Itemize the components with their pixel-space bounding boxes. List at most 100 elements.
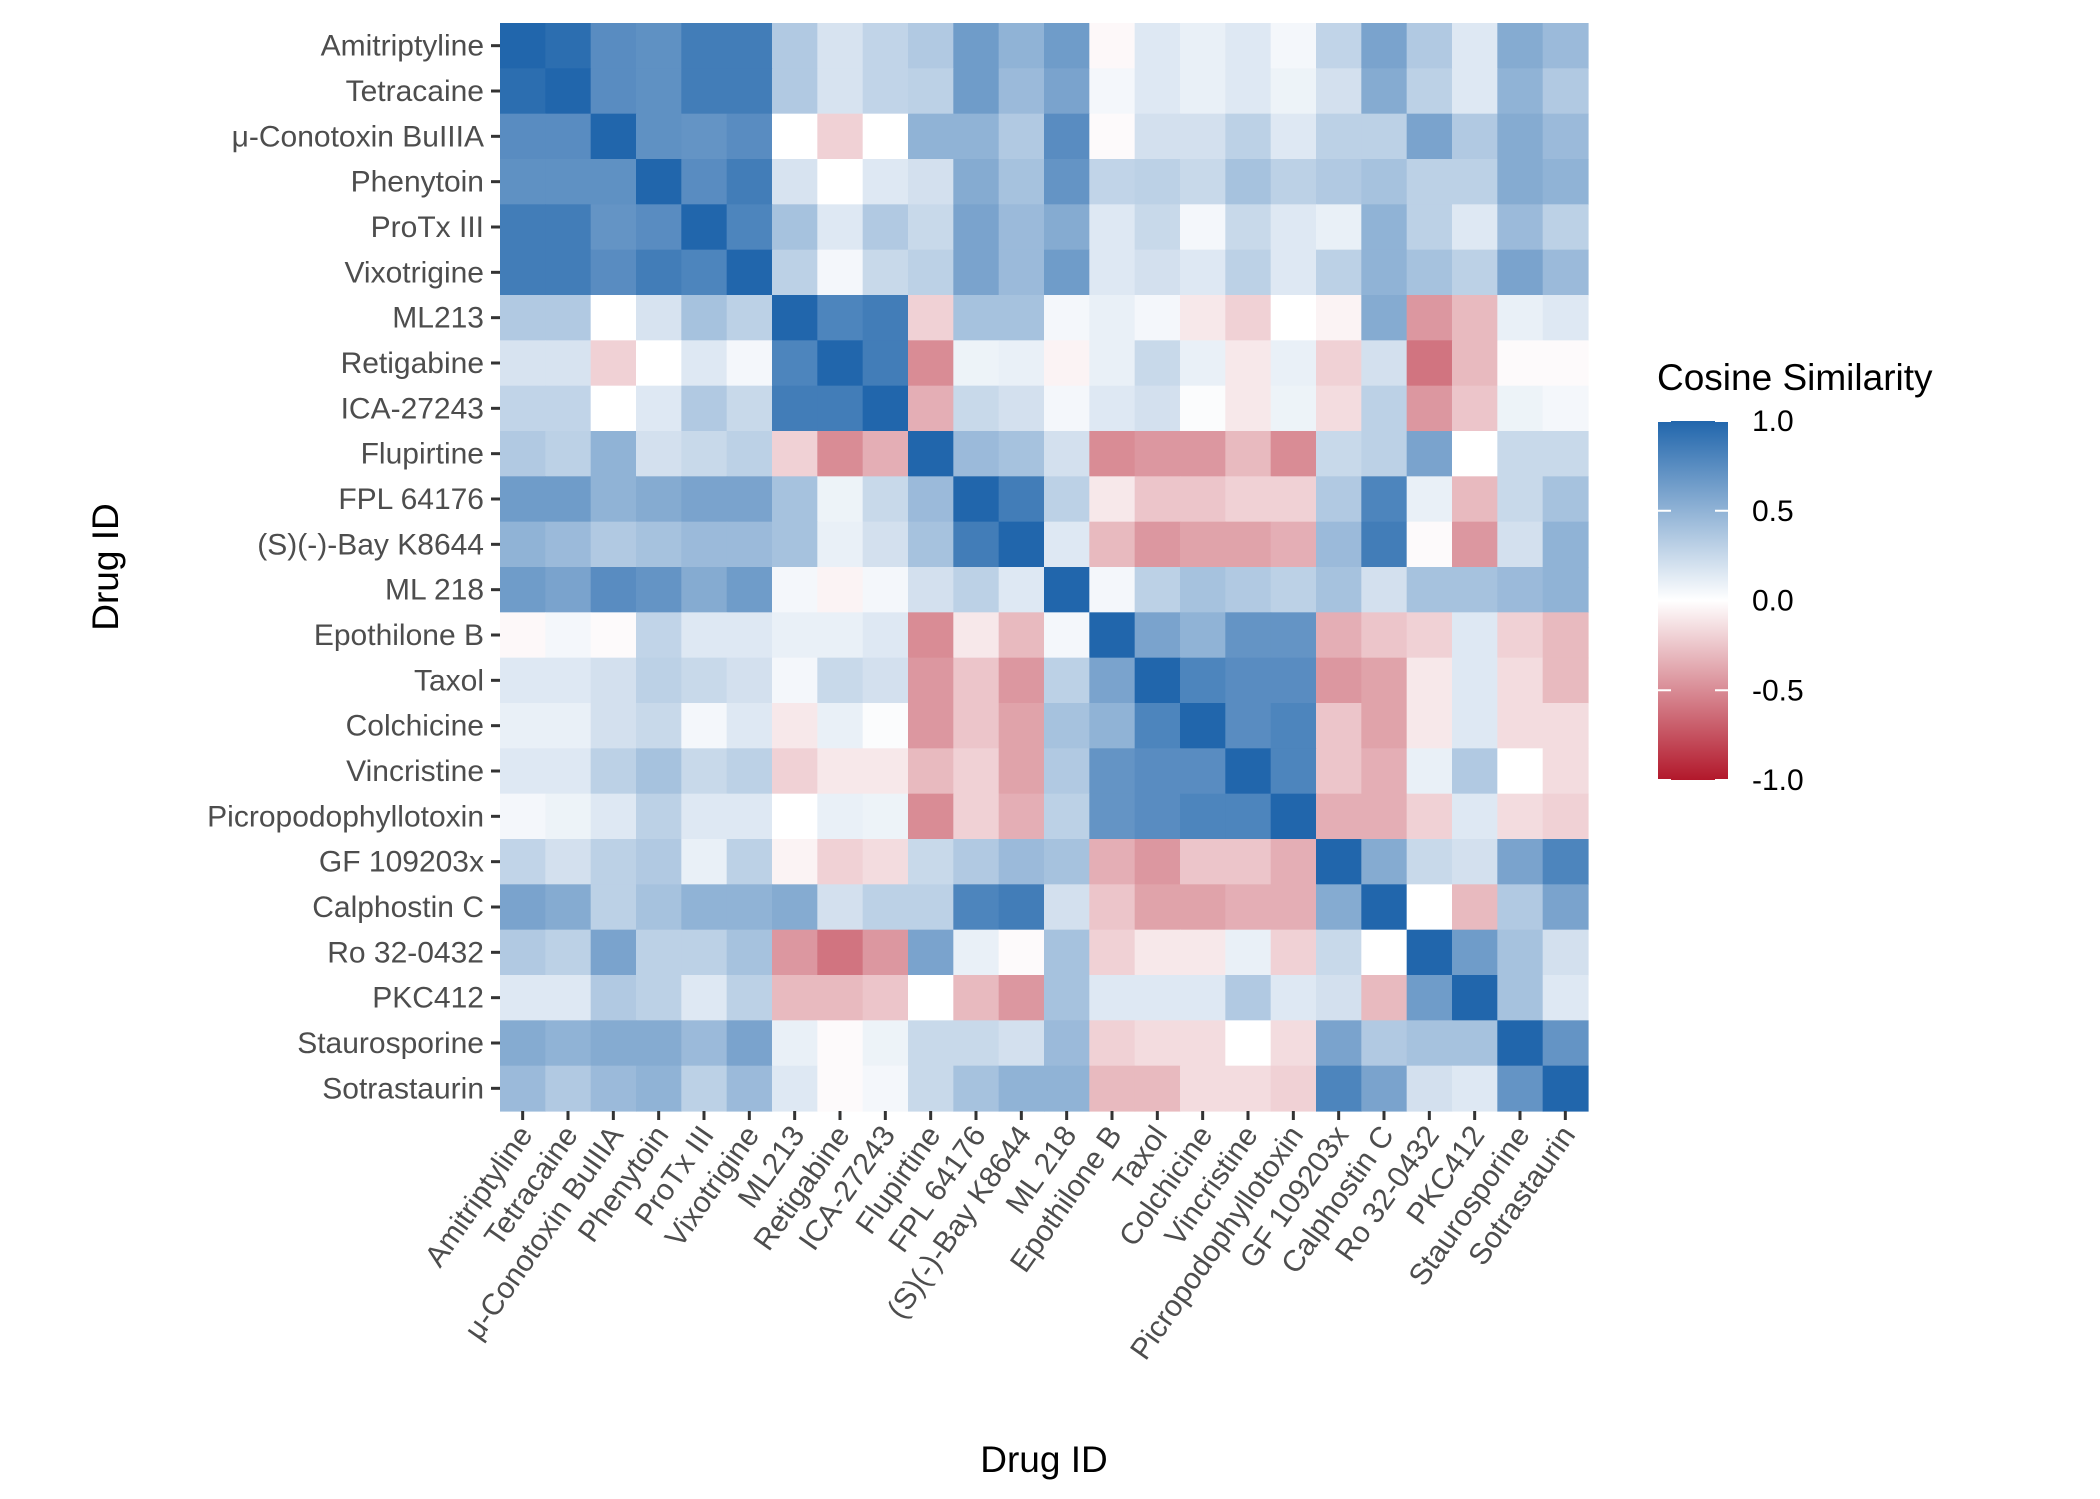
heatmap-cell [1406, 113, 1453, 160]
heatmap-cell [590, 295, 637, 341]
heatmap-cell [862, 567, 909, 613]
legend-title: Cosine Similarity [1657, 357, 1933, 398]
legend-tick-label: 0.0 [1752, 585, 1794, 618]
heatmap-cell [1270, 521, 1317, 568]
heatmap-cell [1044, 431, 1090, 477]
heatmap-cell [1497, 839, 1544, 885]
heatmap-cell [1044, 249, 1090, 296]
heatmap-cell [1089, 204, 1136, 251]
heatmap-cell [1542, 340, 1589, 387]
heatmap-cell [1270, 657, 1317, 704]
heatmap-cell [681, 657, 728, 704]
heatmap-cell [1089, 113, 1136, 160]
heatmap-cell [590, 385, 637, 432]
heatmap-cell [953, 521, 1000, 568]
heatmap-cell [1406, 839, 1453, 885]
heatmap-cell [726, 884, 773, 931]
heatmap-cell [1542, 68, 1589, 115]
heatmap-cell [1225, 1065, 1272, 1112]
heatmap-cell [1361, 204, 1408, 251]
heatmap-cell [772, 657, 818, 704]
heatmap-cell [1134, 975, 1181, 1021]
heatmap-cell [772, 839, 818, 885]
heatmap-cell [1134, 204, 1181, 251]
heatmap-cell [953, 612, 1000, 659]
heatmap-cell [681, 431, 728, 477]
heatmap-cell [1044, 1065, 1090, 1112]
heatmap-cell [1089, 295, 1136, 341]
heatmap-cell [545, 748, 592, 795]
heatmap-cell [590, 23, 637, 69]
heatmap-cell [1542, 884, 1589, 931]
y-tick-label: Phenytoin [351, 166, 484, 199]
heatmap-cell [726, 159, 773, 205]
heatmap-cell [726, 431, 773, 477]
heatmap-cell [636, 703, 682, 749]
heatmap-cell [1497, 567, 1544, 613]
heatmap-cell [726, 1020, 773, 1067]
heatmap-cell [998, 431, 1045, 477]
heatmap-cell [817, 476, 864, 523]
heatmap-cell [862, 113, 909, 160]
heatmap-cell [1316, 884, 1362, 931]
heatmap-cell [1270, 975, 1317, 1021]
heatmap-cell [636, 657, 682, 704]
heatmap-cell [1270, 385, 1317, 432]
heatmap-cell [1044, 1020, 1090, 1067]
heatmap-cell [1361, 703, 1408, 749]
heatmap-cell [953, 340, 1000, 387]
heatmap-cell [1316, 1020, 1362, 1067]
heatmap-cell [1270, 113, 1317, 160]
heatmap-cell [817, 567, 864, 613]
heatmap-cell [1452, 1020, 1498, 1067]
heatmap-cell [1406, 476, 1453, 523]
heatmap-cell [953, 385, 1000, 432]
heatmap-cell [1361, 975, 1408, 1021]
heatmap-cell [953, 113, 1000, 160]
heatmap-cell [1452, 204, 1498, 251]
heatmap-cell [545, 929, 592, 976]
heatmap-cell [908, 567, 954, 613]
heatmap-cell [817, 975, 864, 1021]
heatmap-cell [1270, 1020, 1317, 1067]
heatmap-cell [908, 657, 954, 704]
heatmap-cell [636, 249, 682, 296]
heatmap-cell [1542, 23, 1589, 69]
heatmap-cell [545, 340, 592, 387]
heatmap-cell [545, 204, 592, 251]
heatmap-cell [681, 793, 728, 840]
y-axis-ticks: Amitriptyline Tetracaine μ-Conotoxin BuIII… [207, 30, 500, 1105]
heatmap-cell [1452, 748, 1498, 795]
heatmap-cell [908, 703, 954, 749]
heatmap-cell [590, 748, 637, 795]
heatmap-cell [1089, 793, 1136, 840]
heatmap-cell [953, 884, 1000, 931]
heatmap-cell [1089, 839, 1136, 885]
heatmap-cell [726, 929, 773, 976]
heatmap-cell [1406, 295, 1453, 341]
heatmap-cell [726, 23, 773, 69]
heatmap-cell [1225, 703, 1272, 749]
heatmap-cell [908, 340, 954, 387]
heatmap-cell [545, 385, 592, 432]
heatmap-cell [1089, 68, 1136, 115]
heatmap-cell [817, 340, 864, 387]
heatmap-cell [681, 23, 728, 69]
heatmap-cell [908, 839, 954, 885]
heatmap-cell [1044, 793, 1090, 840]
heatmap-cell [1089, 884, 1136, 931]
heatmap-cell [1225, 521, 1272, 568]
heatmap-cell [908, 748, 954, 795]
heatmap-cell [1542, 431, 1589, 477]
heatmap-cell [908, 159, 954, 205]
heatmap-cell [998, 793, 1045, 840]
heatmap-cell [1542, 929, 1589, 976]
heatmap-cell [1316, 249, 1362, 296]
heatmap-cell [500, 295, 546, 341]
heatmap-cell [772, 340, 818, 387]
heatmap-cell [681, 839, 728, 885]
heatmap-cell [772, 159, 818, 205]
heatmap-cell [1089, 657, 1136, 704]
heatmap-cell [953, 204, 1000, 251]
